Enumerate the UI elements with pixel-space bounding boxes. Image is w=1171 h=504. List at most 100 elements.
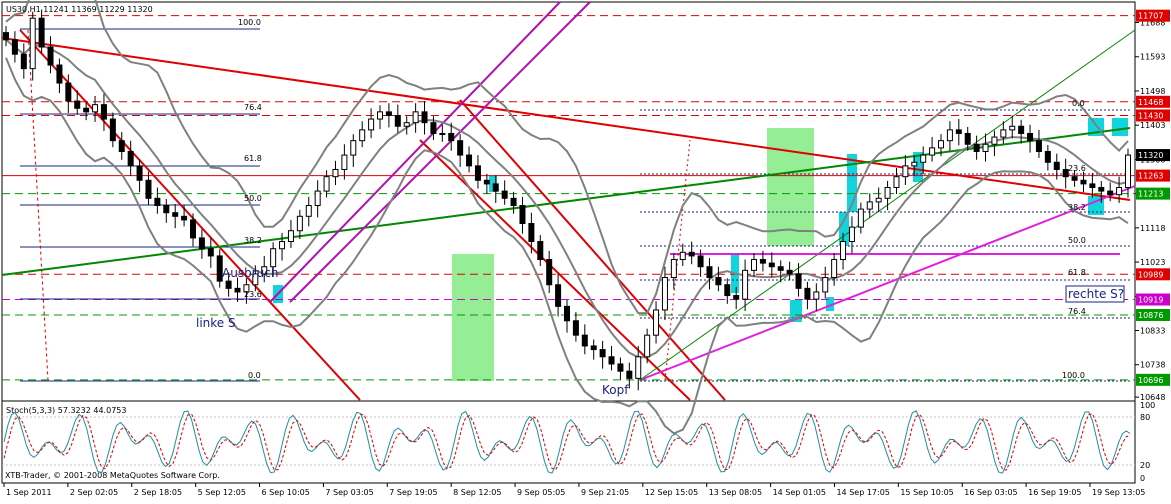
- candle-body: [385, 111, 392, 116]
- candle-body: [92, 104, 99, 113]
- candle-body: [261, 266, 268, 275]
- x-tick-label: 2 Sep 02:05: [70, 488, 118, 497]
- price-level-boxes: 11707 11468 11430 11320 11263 11213 10989 10919…: [1136, 9, 1170, 386]
- candle-body: [323, 176, 330, 192]
- fib-label: 100.0: [1062, 371, 1085, 380]
- candle-body: [305, 205, 312, 217]
- candle-body: [822, 277, 829, 293]
- candle-body: [127, 150, 134, 167]
- trend-lines: [1, 1, 1136, 401]
- candle-body: [1116, 186, 1123, 196]
- price-box: [1136, 169, 1170, 182]
- candle-body: [742, 269, 749, 300]
- candle-body: [270, 248, 277, 268]
- y-tick-label: 11593: [1140, 53, 1165, 62]
- candle-body: [670, 259, 677, 279]
- fib-label: 61.8: [244, 154, 262, 163]
- candle-body: [902, 165, 909, 178]
- price-box-label: 11213: [1138, 190, 1163, 199]
- price-box: [1136, 293, 1170, 306]
- price-box: [1136, 308, 1170, 321]
- candle-body: [955, 129, 962, 134]
- x-tick-label: 7 Sep 03:05: [325, 488, 373, 497]
- candle-body: [831, 259, 838, 279]
- candle-body: [457, 140, 464, 156]
- candle-body: [706, 266, 713, 279]
- candle-body: [537, 241, 544, 261]
- candle-body: [1080, 179, 1087, 185]
- x-tick-label: 13 Sep 08:05: [709, 488, 762, 497]
- candle-body: [466, 154, 473, 167]
- candle-body: [519, 205, 526, 225]
- price-box-label: 11263: [1138, 172, 1163, 181]
- candle-body: [608, 356, 615, 365]
- green-zone: [767, 128, 814, 246]
- fib-label: 76.4: [244, 103, 262, 112]
- y-axis-ticks: 1168811593114981140311308112131111811023…: [1135, 19, 1165, 402]
- candle-body: [421, 111, 428, 124]
- candle-body: [47, 46, 54, 66]
- x-tick-label: 9 Sep 05:05: [517, 488, 565, 497]
- candle-body: [911, 161, 918, 167]
- fib-label: 23.6: [1068, 164, 1086, 173]
- fib-label: 38.2: [244, 236, 262, 245]
- candle-body: [1000, 129, 1007, 138]
- annotation-kopf: Kopf: [602, 383, 629, 397]
- candle-body: [973, 143, 980, 152]
- candle-body: [1027, 132, 1034, 142]
- price-box-label: 10989: [1138, 270, 1163, 279]
- candle-body: [857, 208, 864, 228]
- candle-body: [946, 129, 953, 142]
- candle-body: [679, 251, 686, 261]
- y-tick-label: 10833: [1140, 326, 1165, 335]
- candle-body: [635, 356, 642, 379]
- candle-body: [884, 186, 891, 199]
- x-tick-label: 19 Sep 13:05: [1092, 488, 1145, 497]
- candle-body: [1062, 168, 1069, 178]
- candle-body: [109, 118, 116, 142]
- candle-body: [733, 295, 740, 300]
- candle-body: [555, 284, 562, 307]
- candle-body: [804, 287, 811, 300]
- candle-body: [1053, 161, 1060, 170]
- candle-body: [661, 277, 668, 311]
- fib-label: 23.6: [244, 290, 262, 299]
- candle-body: [590, 345, 597, 351]
- candle-body: [368, 118, 375, 131]
- candle-body: [759, 259, 766, 264]
- candle-body: [1089, 183, 1096, 188]
- candle-body: [430, 122, 437, 134]
- candle-body: [377, 111, 383, 120]
- candle-body: [403, 122, 410, 127]
- candle-body: [483, 179, 490, 185]
- stoch-tick: 100: [1140, 401, 1155, 410]
- candle-body: [145, 179, 152, 199]
- stoch-label: Stoch(5,3,3) 57.3232 44.0753: [6, 406, 126, 415]
- candle-body: [11, 39, 18, 55]
- price-box-label: 10696: [1138, 376, 1163, 385]
- stoch-panel-frame: [1, 400, 1136, 484]
- candle-body: [359, 129, 366, 142]
- price-box: [1136, 268, 1170, 281]
- candle-body: [3, 32, 9, 41]
- candle-body: [813, 291, 820, 300]
- y-tick-label: 11023: [1140, 258, 1165, 267]
- candle-body: [715, 277, 722, 286]
- price-box: [1136, 95, 1170, 108]
- fib-label: 61.8: [1068, 268, 1086, 277]
- price-box: [1136, 187, 1170, 200]
- bollinger-line: [5, 0, 1129, 315]
- candle-body: [1035, 140, 1042, 152]
- candle-body: [938, 140, 944, 149]
- candle-body: [501, 190, 508, 199]
- candle-body: [644, 334, 651, 358]
- price-box-label: 11468: [1138, 98, 1163, 107]
- candle-body: [572, 320, 579, 336]
- candle-body: [163, 205, 170, 214]
- candle-body: [287, 230, 294, 243]
- x-tick-label: 5 Sep 12:05: [198, 488, 246, 497]
- fib-label: 100.0: [238, 18, 261, 27]
- fib-right-labels: 0.0 23.6 38.2 50.0 61.8 76.4 100.0: [1062, 99, 1086, 380]
- x-tick-label: 1 Sep 2011: [6, 488, 52, 497]
